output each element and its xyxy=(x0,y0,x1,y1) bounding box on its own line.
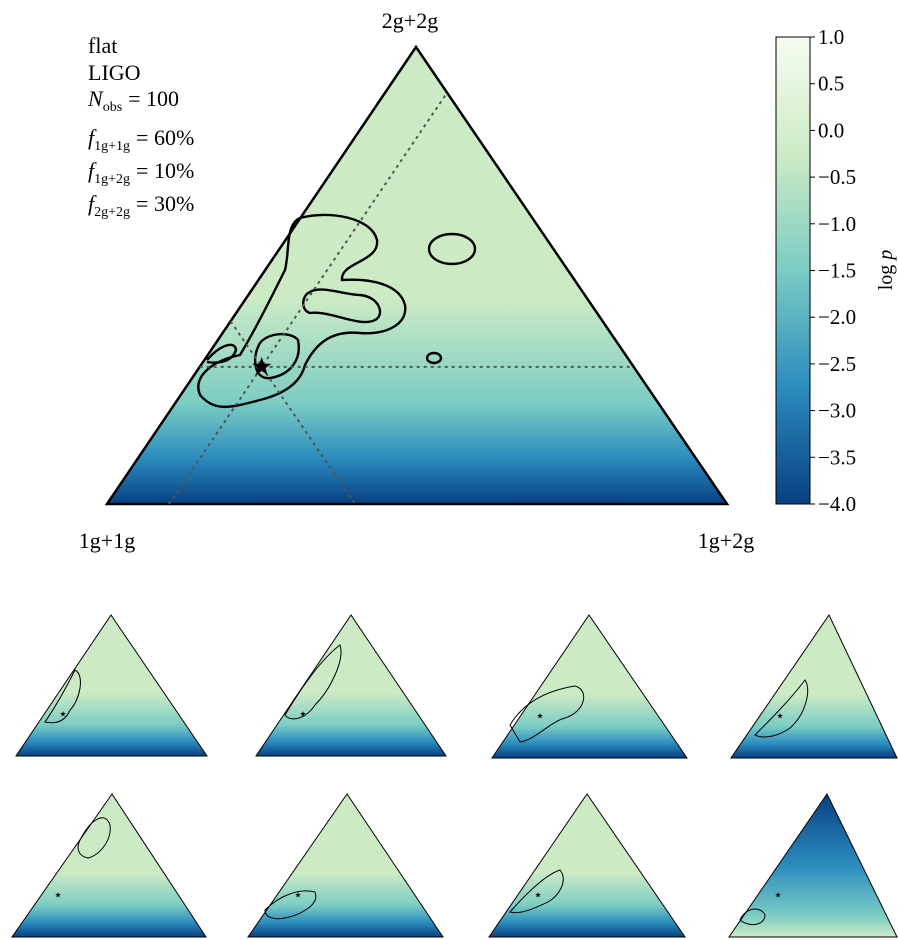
ternary-frame xyxy=(104,44,730,506)
colorbar-tick-label: 0.5 xyxy=(818,72,844,96)
small-ternary-frame xyxy=(247,793,444,938)
colorbar-tick-label: −3.0 xyxy=(818,399,856,423)
annotation: f1g+1g = 60% xyxy=(88,125,194,154)
small-star xyxy=(537,713,543,719)
ternary-plot: 2g+2g 1g+1g 1g+2g flat LIGO Nobs = 100 f1… xyxy=(79,8,754,553)
value-label: = 60% xyxy=(136,125,194,150)
symbol: f xyxy=(88,158,97,183)
small-contour xyxy=(754,679,809,738)
colorbar-label-text: log xyxy=(875,265,897,291)
contour xyxy=(254,332,300,380)
small-ternary-frame xyxy=(11,793,207,938)
small-ternary-frame xyxy=(255,614,447,757)
iso-fraction-line xyxy=(168,92,448,505)
subscript: 1g+1g xyxy=(94,139,130,154)
contours xyxy=(197,213,477,409)
corner-label: 1g+2g xyxy=(698,528,754,553)
small-ternary-frame xyxy=(730,614,898,759)
small-star xyxy=(60,711,66,717)
small-star xyxy=(295,892,301,898)
colorbar-tick-label: −4.0 xyxy=(818,492,856,516)
small-ternary-plots xyxy=(11,614,898,938)
subscript: 1g+2g xyxy=(94,172,130,187)
contour xyxy=(425,351,443,365)
annotation: flat xyxy=(88,33,117,58)
annotation: f1g+2g = 10% xyxy=(88,158,194,187)
value-label: = 10% xyxy=(136,158,194,183)
value-label: = 100 xyxy=(128,86,179,111)
small-ternary-frame xyxy=(728,793,898,938)
colorbar-tick-label: 1.0 xyxy=(818,25,844,49)
contour xyxy=(206,343,238,364)
colorbar-tick-label: −2.5 xyxy=(818,352,856,376)
annotation: LIGO xyxy=(88,60,141,85)
colorbar-gradient xyxy=(775,36,811,505)
colorbar-label: log p xyxy=(875,250,897,291)
colorbar: log p 1.0 0.5 0.0 −0.5 −1.0 −1.5 −2.0 −2.5 −3.0 −3… xyxy=(775,25,897,516)
colorbar-label-symbol: p xyxy=(875,250,897,262)
iso-fraction-line xyxy=(229,320,356,505)
corner-label: 1g+1g xyxy=(79,528,135,553)
small-contour xyxy=(739,908,766,926)
small-star xyxy=(777,713,783,719)
small-contour xyxy=(44,669,81,724)
small-ternary-frame xyxy=(491,614,688,759)
symbol: f xyxy=(88,191,97,216)
contour xyxy=(302,288,382,324)
annotation: Nobs = 100 xyxy=(87,86,179,115)
small-star xyxy=(55,892,61,898)
small-contour xyxy=(509,869,564,914)
contour xyxy=(197,213,407,409)
contour xyxy=(427,232,477,266)
small-contour xyxy=(284,644,342,720)
colorbar-tick-label: −1.5 xyxy=(818,259,856,283)
small-star xyxy=(535,892,541,898)
small-star xyxy=(300,711,306,717)
small-star xyxy=(775,892,781,898)
small-ternary-frame xyxy=(488,793,686,938)
small-contour xyxy=(77,817,111,859)
small-contour xyxy=(509,685,585,743)
value-label: = 30% xyxy=(136,191,194,216)
colorbar-tick-label: −3.5 xyxy=(818,445,856,469)
symbol: f xyxy=(88,125,97,150)
colorbar-tick-label: −0.5 xyxy=(818,165,856,189)
colorbar-tick-label: −1.0 xyxy=(818,212,856,236)
colorbar-tick-label: 0.0 xyxy=(818,118,844,142)
small-contour xyxy=(264,890,317,920)
annotation: f2g+2g = 30% xyxy=(88,191,194,220)
small-ternary-frame xyxy=(15,614,208,757)
symbol: N xyxy=(87,86,104,111)
corner-label: 2g+2g xyxy=(382,8,438,33)
subscript: 2g+2g xyxy=(94,205,130,220)
true-fraction-star xyxy=(252,356,272,375)
subscript: obs xyxy=(103,100,122,115)
colorbar-tick-label: −2.0 xyxy=(818,305,856,329)
